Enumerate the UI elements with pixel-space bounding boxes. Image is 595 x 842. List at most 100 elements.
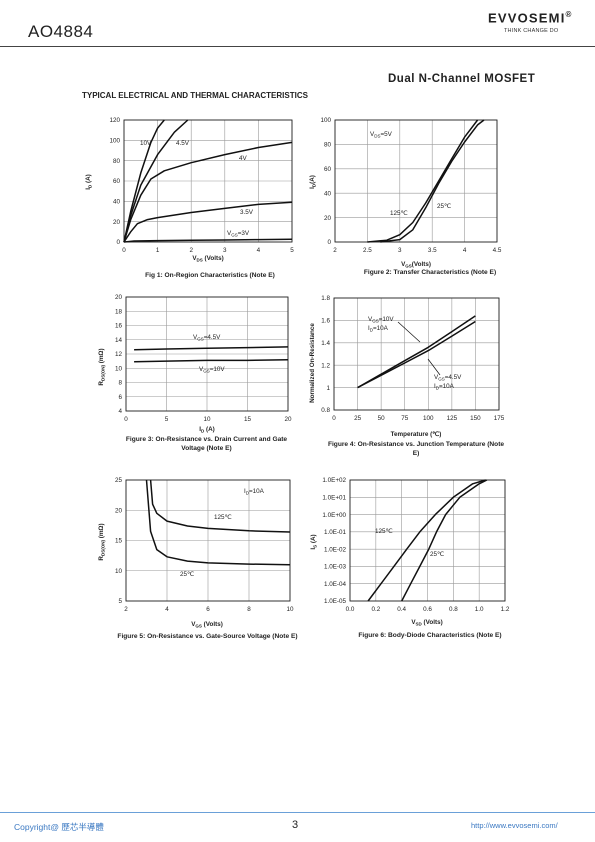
footer-divider: [0, 812, 595, 813]
series-line: [134, 346, 289, 351]
plot-frame: [125, 479, 291, 602]
annotation-label: VGS=10V: [199, 366, 225, 374]
x-tick-label: 100: [423, 415, 434, 422]
y-tick-label: 1.2: [321, 362, 330, 369]
x-tick-label: 0: [122, 247, 126, 254]
chart-fig3: 0 5 10 15 20 4 6 8 10 12 14 16 18 20 ID (A) RDS(ON) (mΩ…: [98, 294, 292, 433]
y-tick-label: 1.6: [321, 318, 330, 325]
y-tick-label: 0.8: [321, 407, 330, 414]
annotation-label: VGS=4.5V: [434, 374, 462, 382]
chart-fig5: 2 4 6 8 10 5 10 15 20 25 VGS (Volts) RDS(ON) (mΩ) ID…: [98, 477, 294, 629]
x-tick-label: 10: [203, 416, 211, 423]
plot-frame: [123, 119, 293, 243]
y-tick-label: 12: [115, 351, 123, 358]
chart-fig6: 0.0 0.2 0.4 0.6 0.8 1.0 1.2 1.0E-05 1.0E-04 1.0E-…: [310, 477, 510, 627]
x-tick-label: 0.6: [423, 606, 432, 613]
x-tick-label: 4.5: [493, 247, 502, 254]
page-number: 3: [292, 819, 299, 831]
plot-frame: [349, 479, 506, 602]
x-axis-label: VGS (Volts): [191, 621, 223, 629]
device-subtitle: Dual N-Channel MOSFET: [388, 73, 536, 85]
y-tick-label: 1.0E+02: [322, 477, 346, 484]
y-tick-label: 1.0E-05: [324, 598, 347, 605]
y-tick-label: 5: [118, 598, 122, 605]
x-axis-label: VSD (Volts): [411, 619, 442, 627]
copyright-text: Copyright@ 歷芯半導體: [14, 822, 104, 832]
annotation-label: 4.5V: [176, 140, 190, 147]
y-axis-label: ID (A): [85, 174, 93, 190]
caption-fig1: Fig 1: On-Region Characteristics (Note E…: [145, 272, 275, 279]
series-line: [357, 320, 476, 389]
brand-tagline: THINK CHANGE DO: [504, 28, 559, 34]
x-tick-label: 4: [165, 606, 169, 613]
x-tick-label: 2: [189, 247, 193, 254]
x-tick-label: 0.4: [397, 606, 406, 613]
y-tick-label: 1.0E+00: [322, 512, 346, 519]
series-line: [123, 119, 189, 243]
x-tick-label: 5: [290, 247, 294, 254]
x-tick-label: 5: [165, 416, 169, 423]
caption-fig6: Figure 6: Body-Diode Characteristics (No…: [358, 632, 502, 639]
y-tick-label: 25: [115, 477, 123, 484]
x-tick-label: 0.2: [371, 606, 380, 613]
brand-name: EVVOSEMI: [488, 10, 566, 26]
series-line: [401, 479, 488, 602]
y-tick-label: 60: [113, 178, 121, 185]
annotation-label: ID=10A: [368, 325, 389, 333]
x-tick-label: 25: [354, 415, 362, 422]
x-tick-label: 0: [124, 416, 128, 423]
y-tick-label: 20: [324, 215, 332, 222]
y-tick-label: 0: [116, 239, 120, 246]
plot-frame: [334, 119, 498, 243]
x-tick-label: 1: [156, 247, 160, 254]
y-tick-label: 100: [320, 117, 331, 124]
annotation-label: 25℃: [430, 551, 444, 558]
chart-fig2: 2 2.5 3 3.5 4 4.5 0 20 40 60 80 100 VGS(Volts) ID(A) V…: [309, 117, 502, 269]
annotation-label: 125℃: [375, 528, 393, 535]
website-link[interactable]: http://www.evvosemi.com/: [471, 821, 558, 830]
y-axis-label: RDS(ON) (mΩ): [98, 348, 106, 385]
series-line: [134, 358, 289, 363]
x-tick-label: 6: [206, 606, 210, 613]
leader-line: [397, 321, 421, 343]
x-tick-label: 2: [333, 247, 337, 254]
annotation-label: ID=10A: [434, 383, 455, 391]
x-tick-label: 50: [378, 415, 386, 422]
y-tick-label: 1.8: [321, 295, 330, 302]
series-line: [123, 201, 293, 243]
header-divider: [0, 46, 595, 47]
annotation-label: VGS=3V: [227, 230, 250, 238]
x-tick-label: 0.0: [346, 606, 355, 613]
annotation-label: 3.5V: [240, 209, 254, 216]
y-tick-label: 1.4: [321, 340, 330, 347]
registered-mark: ®: [565, 10, 573, 19]
caption-fig4: Figure 4: On-Resistance vs. Junction Tem…: [327, 441, 505, 457]
annotation-label: 25℃: [180, 571, 194, 578]
x-tick-label: 20: [284, 416, 292, 423]
annotation-label: 25℃: [437, 203, 451, 210]
y-tick-label: 100: [109, 138, 120, 145]
y-tick-label: 4: [118, 408, 122, 415]
y-axis-label: Normalized On-Resistance: [309, 323, 316, 403]
x-tick-label: 0: [332, 415, 336, 422]
y-tick-label: 16: [115, 323, 123, 330]
x-tick-label: 1.2: [501, 606, 510, 613]
series-line: [380, 119, 485, 243]
y-tick-label: 40: [113, 199, 121, 206]
y-tick-label: 80: [113, 158, 121, 165]
series-line: [123, 141, 293, 243]
y-tick-label: 6: [118, 394, 122, 401]
part-number: AO4884: [28, 22, 94, 41]
caption-fig2: Figure 2: Transfer Characteristics (Note…: [363, 269, 497, 276]
x-tick-label: 3.5: [428, 247, 437, 254]
annotation-label: VDS=5V: [370, 131, 393, 139]
y-axis-label: ID(A): [309, 175, 317, 189]
annotation-label: 4V: [239, 155, 248, 162]
plot-frame: [125, 296, 289, 412]
annotation-label: 10V: [140, 140, 152, 147]
section-title: TYPICAL ELECTRICAL AND THERMAL CHARACTER…: [82, 91, 308, 100]
series-line: [123, 238, 293, 243]
x-axis-label: VGS(Volts): [401, 261, 431, 269]
y-tick-label: 20: [115, 507, 123, 514]
x-tick-label: 0.8: [449, 606, 458, 613]
